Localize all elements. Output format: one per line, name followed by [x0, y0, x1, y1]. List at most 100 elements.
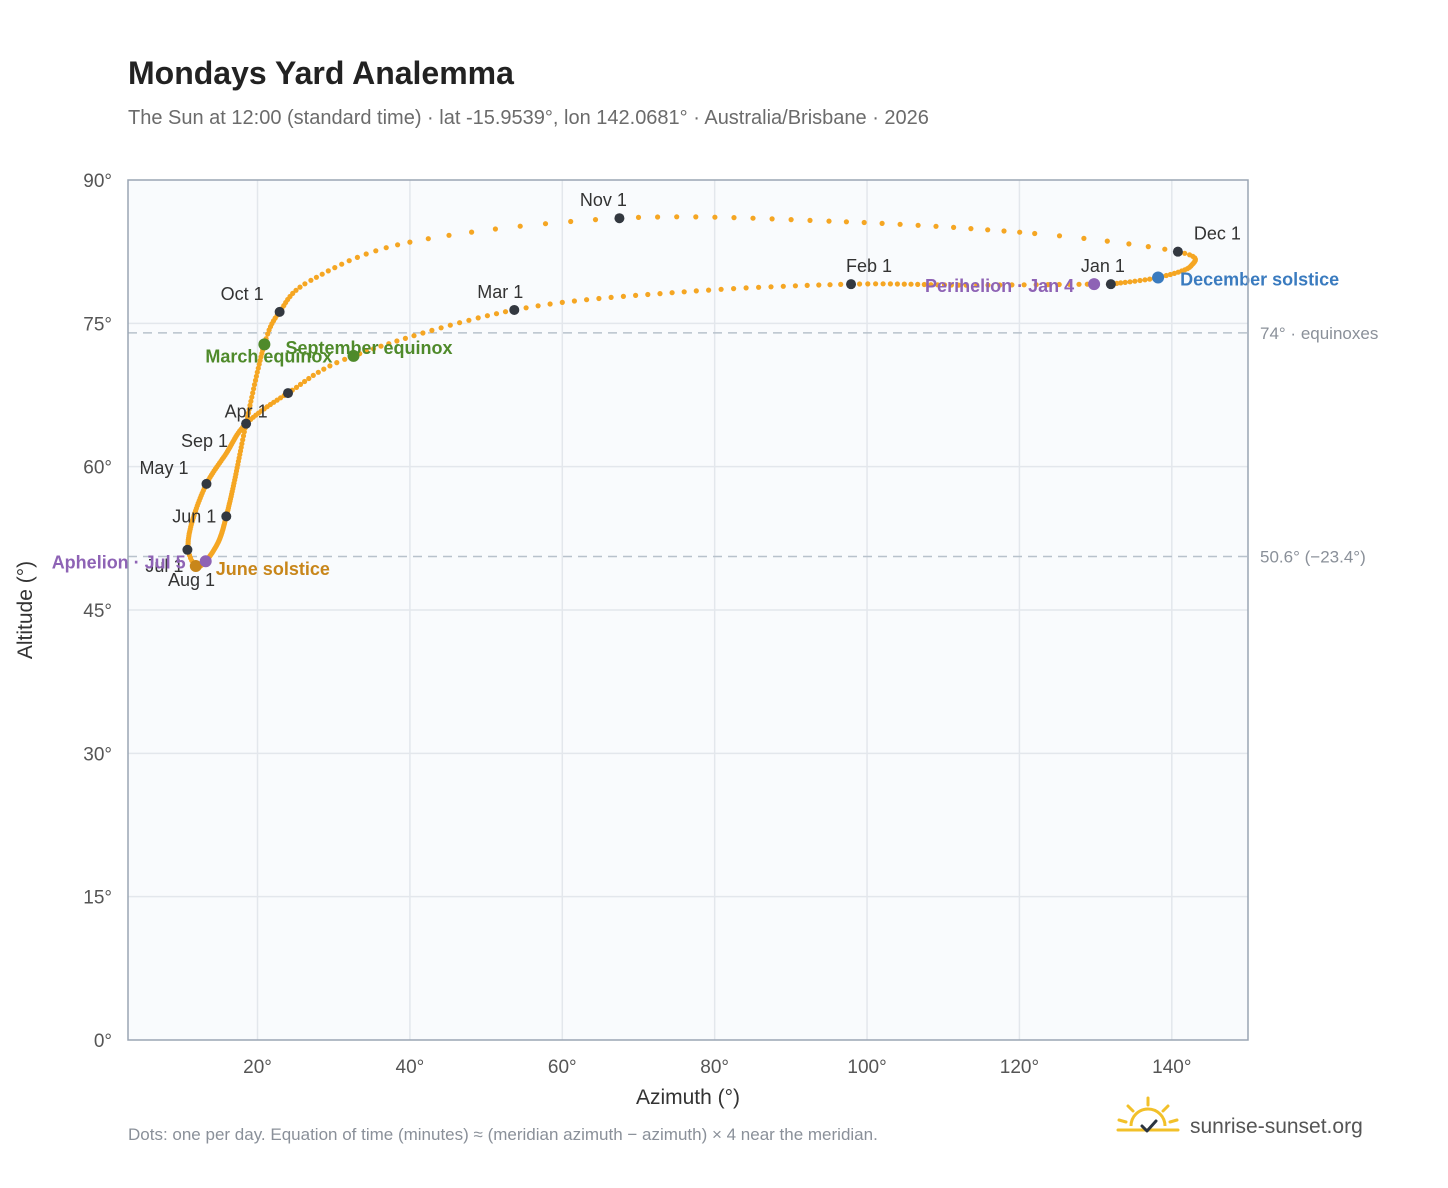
daily-sun-dot [928, 282, 934, 288]
daily-sun-dot [523, 305, 529, 311]
daily-sun-dot [681, 289, 687, 295]
daily-sun-dot [297, 381, 304, 387]
daily-sun-dot [804, 282, 810, 288]
daily-sun-dot [887, 281, 894, 287]
daily-sun-dot [731, 286, 737, 292]
daily-sun-dot [1104, 238, 1110, 244]
sun-check-icon[interactable] [1116, 1096, 1180, 1133]
daily-sun-dot [250, 390, 256, 396]
daily-sun-dot [535, 303, 541, 309]
month-marker-dot[interactable] [1105, 279, 1116, 290]
month-marker-dot[interactable] [283, 388, 293, 399]
month-marker-dot[interactable] [614, 213, 625, 224]
daily-sun-dot [879, 220, 885, 226]
daily-sun-dot [1122, 279, 1128, 285]
daily-sun-dot [484, 313, 490, 319]
month-marker-label: May 1 [139, 458, 188, 478]
event-marker-dot[interactable] [347, 349, 360, 362]
daily-sun-dot [873, 281, 879, 287]
daily-sun-dot [1162, 246, 1168, 252]
daily-sun-dot [469, 229, 475, 235]
daily-sun-dot [446, 232, 452, 238]
month-marker-dot[interactable] [201, 478, 212, 489]
daily-sun-dot [826, 218, 832, 224]
daily-sun-dot [313, 274, 319, 280]
month-marker-dot[interactable] [274, 306, 285, 317]
daily-sun-dot [1081, 235, 1087, 241]
daily-sun-dot [1118, 280, 1124, 286]
daily-sun-dot [246, 406, 252, 412]
daily-sun-dot [475, 315, 481, 321]
daily-sun-dot [240, 437, 246, 443]
daily-sun-dot [1009, 282, 1015, 288]
event-marker-dot[interactable] [258, 338, 271, 351]
month-marker-label: Jul 1 [145, 556, 183, 576]
event-marker-dot[interactable] [199, 555, 212, 568]
daily-sun-dot [339, 261, 345, 267]
month-marker-label: Dec 1 [1194, 224, 1241, 244]
daily-sun-dot [1056, 281, 1062, 288]
daily-sun-dot [402, 335, 408, 341]
month-marker-dot[interactable] [221, 511, 232, 522]
daily-sun-dot [915, 222, 921, 228]
daily-sun-dot [712, 214, 718, 220]
daily-sun-dot [302, 281, 308, 287]
daily-sun-dot [308, 277, 314, 283]
daily-sun-dot [568, 218, 574, 225]
daily-sun-dot [921, 281, 927, 288]
daily-sun-dot [951, 224, 957, 230]
daily-sun-dot [438, 325, 444, 331]
daily-sun-dot [407, 239, 413, 245]
daily-sun-dot [1032, 230, 1038, 237]
daily-sun-dot [383, 245, 389, 251]
reference-line-label: 74° · equinoxes [1260, 324, 1378, 343]
daily-sun-dot [370, 346, 377, 352]
daily-sun-dot [265, 331, 271, 337]
y-tick-label: 90° [83, 171, 112, 192]
daily-sun-dot [241, 429, 247, 435]
month-marker-label: Apr 1 [225, 402, 268, 422]
daily-sun-dot [963, 282, 969, 288]
daily-sun-dot [411, 333, 417, 339]
daily-sun-dot [908, 281, 914, 287]
daily-sun-dot [780, 283, 786, 289]
daily-sun-dot [447, 322, 453, 328]
month-marker-label: Oct 1 [221, 284, 264, 304]
daily-sun-dot [985, 227, 991, 233]
daily-sun-dot [247, 402, 253, 408]
event-marker-dot[interactable] [1088, 278, 1101, 291]
daily-sun-dot [1067, 281, 1073, 287]
event-marker-label: June solstice [216, 559, 330, 579]
daily-sun-dot [635, 214, 642, 220]
event-marker-label: Aphelion · Jul 5 [52, 552, 186, 572]
daily-sun-dot [1132, 278, 1138, 284]
month-marker-dot[interactable] [846, 279, 857, 290]
month-marker-dot[interactable] [182, 544, 193, 555]
grid [128, 180, 1248, 1040]
daily-sun-dot [1163, 272, 1169, 279]
event-marker-label: December solstice [1180, 269, 1339, 289]
month-marker-dot[interactable] [1172, 246, 1183, 257]
daily-sun-dot [901, 281, 907, 287]
daily-sun-dot [1167, 271, 1173, 278]
daily-sun-dot [915, 281, 921, 287]
event-marker-label: September equinox [286, 338, 453, 358]
brand-link[interactable]: sunrise-sunset.org [1190, 1115, 1363, 1138]
daily-sun-dot [457, 320, 463, 326]
daily-sun-dot [669, 290, 675, 296]
daily-sun-dot [517, 223, 523, 229]
event-marker-label: Perihelion · Jan 4 [925, 276, 1074, 296]
daily-sun-dot [293, 287, 299, 293]
daily-sun-dot [655, 214, 661, 220]
event-marker-dot[interactable] [189, 560, 202, 573]
daily-sun-dot [325, 268, 331, 274]
daily-sun-dot [327, 363, 333, 369]
month-marker-dot[interactable] [241, 418, 252, 429]
daily-sun-dot [342, 356, 348, 362]
daily-sun-dot [693, 214, 699, 220]
event-marker-dot[interactable] [1152, 271, 1165, 284]
month-marker-dot[interactable] [509, 304, 520, 315]
daily-sun-dot [466, 317, 472, 323]
reference-line-label: 50.6° (−23.4°) [1260, 547, 1366, 566]
